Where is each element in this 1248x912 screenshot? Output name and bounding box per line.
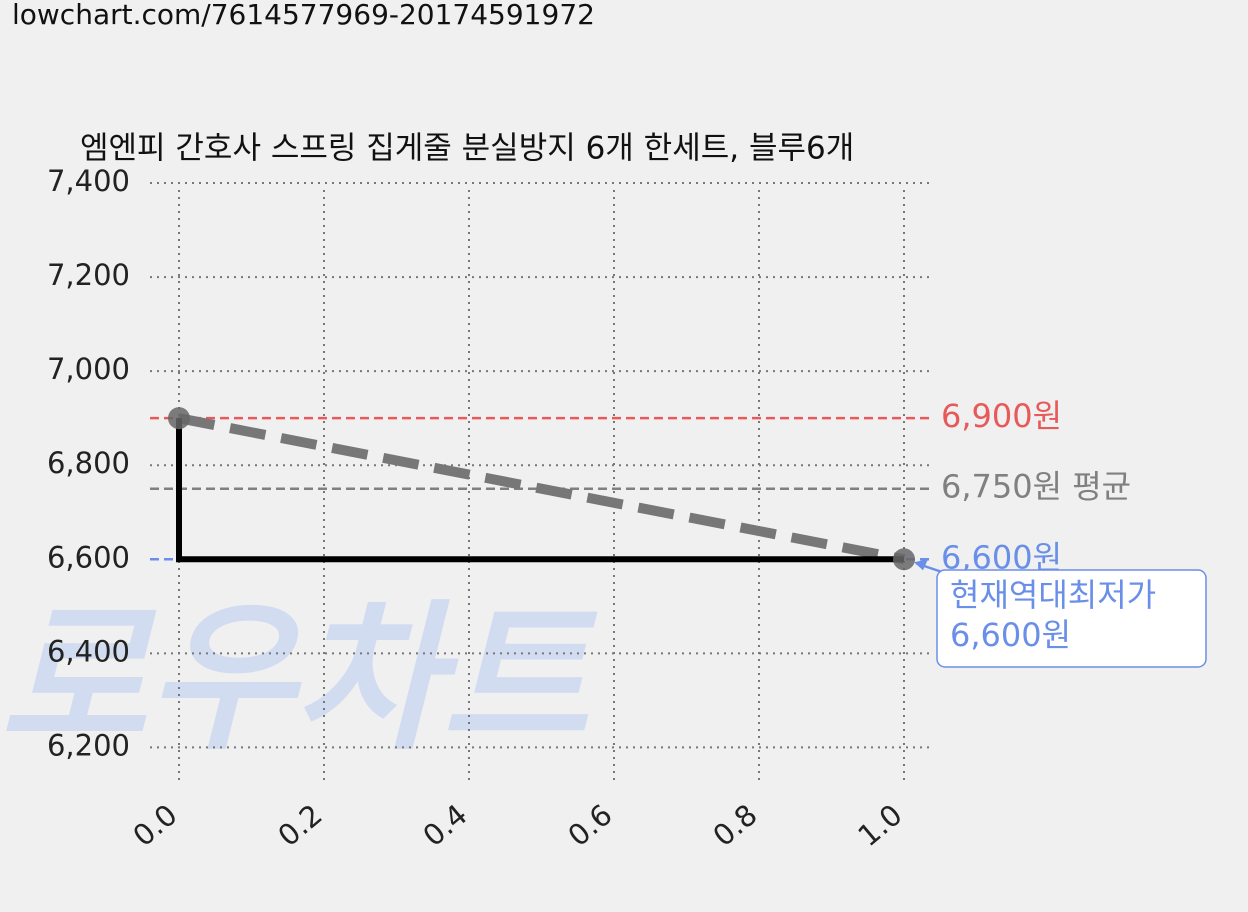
y-tick-label: 7,400 bbox=[47, 164, 130, 198]
annotation-arrowhead bbox=[914, 559, 928, 571]
y-tick-label: 6,400 bbox=[47, 634, 130, 668]
point-marker bbox=[893, 548, 915, 571]
reference-label: 6,900원 bbox=[941, 397, 1062, 435]
annotation-text: 현재역대최저가 bbox=[950, 576, 1156, 614]
y-tick-label: 6,600 bbox=[47, 540, 130, 574]
y-tick-label: 6,200 bbox=[47, 728, 130, 762]
y-tick-label: 7,200 bbox=[47, 258, 130, 292]
chart-title: 엠엔피 간호사 스프링 집게줄 분실방지 6개 한세트, 블루6개 bbox=[80, 131, 854, 167]
annotation-box bbox=[936, 569, 1207, 668]
watermark: 로우차트 bbox=[0, 585, 598, 772]
point-marker bbox=[168, 407, 190, 430]
y-tick-label: 7,000 bbox=[47, 352, 130, 386]
reference-label: 6,750원 평균 bbox=[941, 468, 1131, 506]
url: lowchart.com/7614577969-20174591972 bbox=[12, 0, 595, 31]
y-tick-label: 6,800 bbox=[47, 446, 130, 480]
annotation-text: 6,600원 bbox=[950, 616, 1071, 654]
trend-line bbox=[178, 413, 905, 565]
